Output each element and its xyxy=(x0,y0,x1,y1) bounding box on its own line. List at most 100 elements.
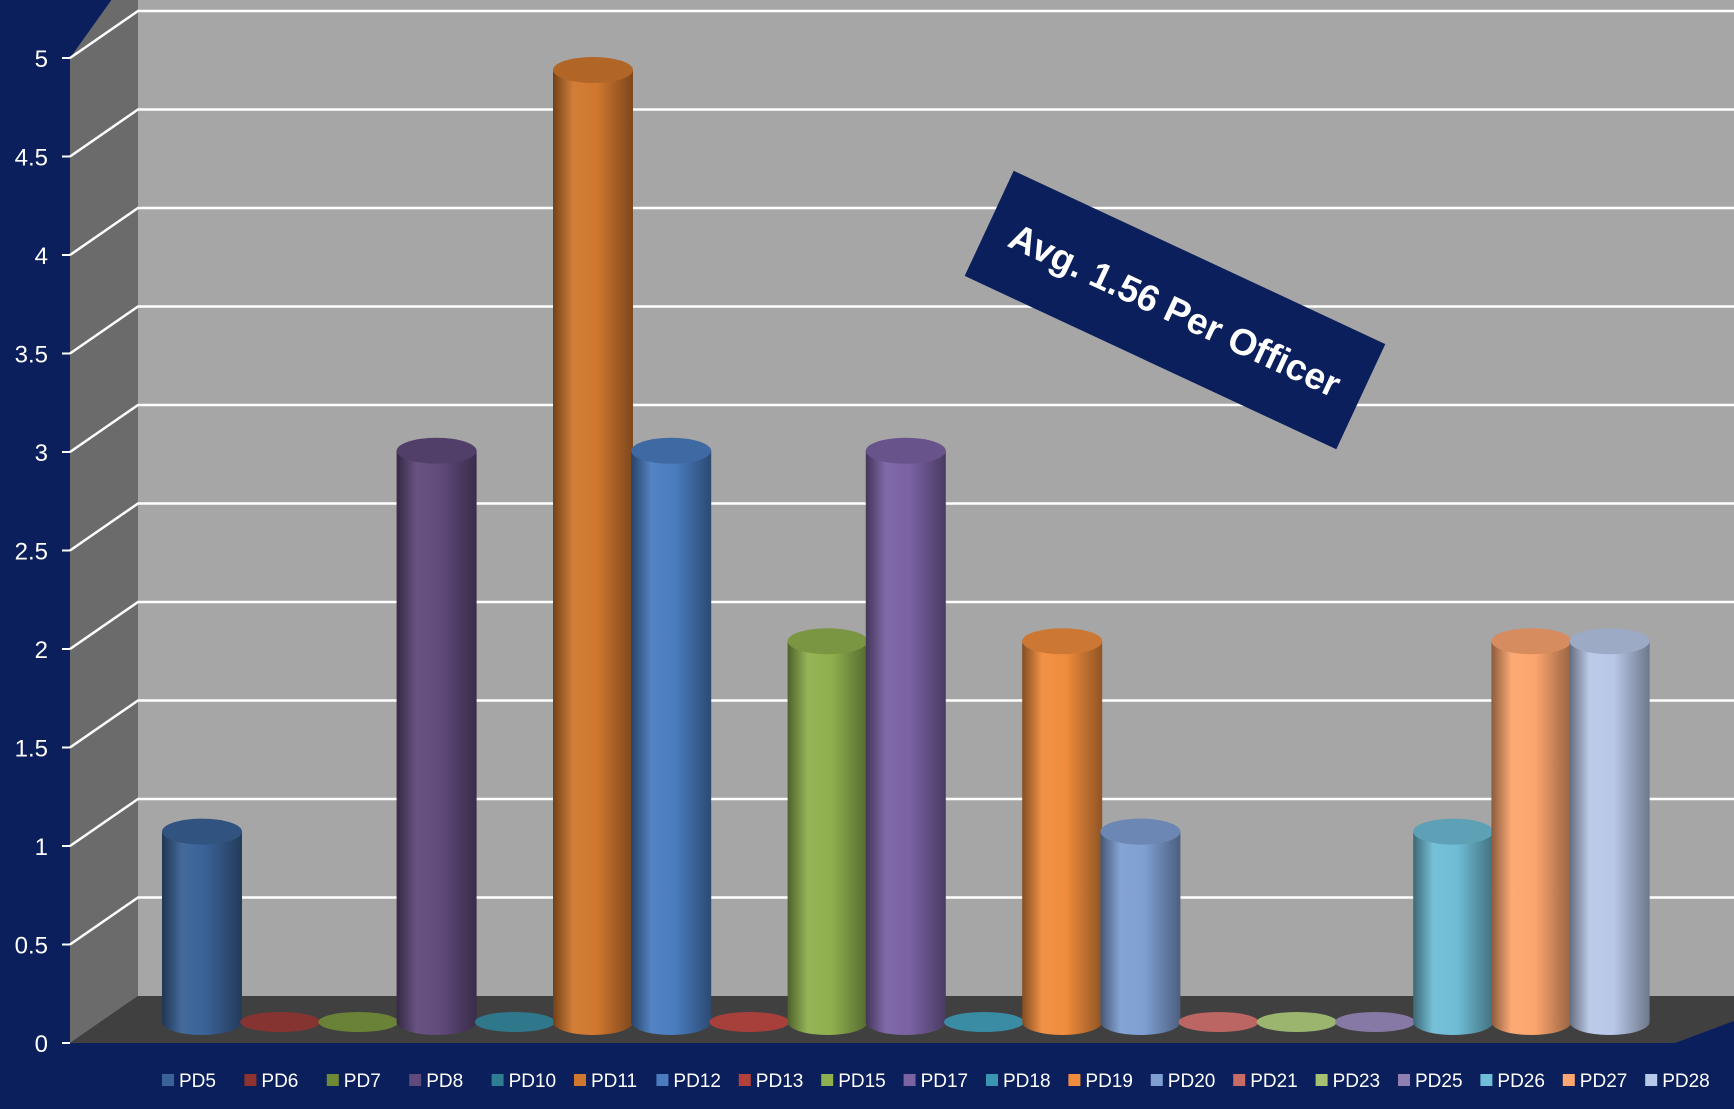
bar-pd20 xyxy=(1100,818,1181,1035)
bar-zero-disc xyxy=(1178,1012,1259,1032)
bar-top xyxy=(1022,628,1103,655)
legend-swatch xyxy=(491,1074,504,1086)
bar-zero-disc xyxy=(1256,1012,1337,1032)
legend-item-pd18: PD18 xyxy=(986,1071,1051,1092)
bar-pd27 xyxy=(1491,628,1572,1035)
gridlines xyxy=(69,9,1734,946)
bar-pd10 xyxy=(474,1012,555,1032)
bar-body xyxy=(1100,831,1181,1035)
legend-swatch xyxy=(1562,1074,1575,1086)
bar-body xyxy=(1413,831,1494,1035)
legend-label: PD11 xyxy=(591,1071,637,1092)
gridline xyxy=(69,896,1734,946)
legend-swatch xyxy=(738,1074,751,1086)
y-tick-label: 0 xyxy=(35,1031,48,1058)
bar-pd6 xyxy=(240,1012,321,1032)
gridline xyxy=(69,797,1734,848)
legend-label: PD15 xyxy=(838,1071,886,1092)
bar-pd12 xyxy=(631,437,712,1035)
bar-zero-disc xyxy=(240,1012,321,1032)
bar-body xyxy=(162,831,242,1035)
legend-label: PD6 xyxy=(261,1071,298,1092)
y-tick-label: 1 xyxy=(35,834,48,861)
bars xyxy=(162,57,1650,1035)
y-tick-label: 4 xyxy=(35,243,48,270)
legend-item-pd28: PD28 xyxy=(1645,1071,1710,1092)
legend-swatch xyxy=(1150,1074,1163,1086)
gridline xyxy=(69,600,1734,651)
bar-zero-disc xyxy=(944,1012,1024,1032)
bar-top xyxy=(1569,628,1650,655)
legend-swatch xyxy=(326,1074,339,1086)
bar-pd21 xyxy=(1178,1012,1259,1032)
bar-pd15 xyxy=(787,628,868,1035)
bar-body xyxy=(396,450,477,1035)
legend-label: PD21 xyxy=(1250,1071,1298,1092)
bar-pd18 xyxy=(944,1012,1024,1032)
bar-pd5 xyxy=(162,818,242,1035)
bar-zero-disc xyxy=(474,1012,555,1032)
legend-swatch xyxy=(656,1074,669,1086)
bar-pd25 xyxy=(1335,1012,1415,1032)
legend-item-pd11: PD11 xyxy=(574,1071,637,1092)
bar-top xyxy=(396,437,477,464)
legend-item-pd6: PD6 xyxy=(244,1071,298,1092)
legend-label: PD13 xyxy=(756,1071,804,1092)
annotation-box xyxy=(964,170,1386,450)
bar-body xyxy=(553,70,633,1035)
bar-top xyxy=(162,818,242,845)
legend-swatch xyxy=(1398,1074,1410,1086)
bar-pd28 xyxy=(1569,628,1650,1035)
y-tick-label: 1.5 xyxy=(15,736,48,763)
bar-pd26 xyxy=(1413,818,1494,1035)
legend-label: PD12 xyxy=(673,1071,721,1092)
legend-item-pd25: PD25 xyxy=(1398,1071,1463,1092)
legend-item-pd15: PD15 xyxy=(821,1071,886,1092)
legend-label: PD20 xyxy=(1168,1071,1216,1092)
legend-item-pd5: PD5 xyxy=(162,1071,216,1092)
legend-item-pd20: PD20 xyxy=(1150,1071,1216,1092)
bar-pd19 xyxy=(1022,628,1103,1035)
legend-label: PD23 xyxy=(1333,1071,1381,1092)
legend-swatch xyxy=(1480,1074,1493,1086)
legend-label: PD25 xyxy=(1415,1071,1463,1092)
legend-swatch xyxy=(574,1074,586,1086)
bar-body xyxy=(865,450,946,1035)
legend-item-pd27: PD27 xyxy=(1562,1071,1628,1092)
gridline xyxy=(69,9,1734,60)
bar-zero-disc xyxy=(709,1012,790,1032)
legend-label: PD18 xyxy=(1003,1071,1051,1092)
legend-swatch xyxy=(903,1074,916,1086)
legend-label: PD27 xyxy=(1580,1071,1628,1092)
legend-label: PD17 xyxy=(921,1071,969,1092)
legend-label: PD19 xyxy=(1085,1071,1133,1092)
bar-top xyxy=(1413,818,1494,845)
legend-swatch xyxy=(821,1074,834,1086)
legend-label: PD8 xyxy=(426,1071,463,1092)
side-wall xyxy=(70,0,138,1043)
bar-pd11 xyxy=(553,57,633,1035)
gridline xyxy=(69,502,1734,552)
legend-swatch xyxy=(244,1074,257,1086)
y-tick-label: 2 xyxy=(35,637,48,664)
legend-item-pd10: PD10 xyxy=(491,1071,556,1092)
bar-top xyxy=(865,437,946,464)
legend-label: PD28 xyxy=(1662,1071,1710,1092)
bar-pd23 xyxy=(1256,1012,1337,1032)
bar-zero-disc xyxy=(318,1012,399,1032)
legend-item-pd19: PD19 xyxy=(1068,1071,1133,1092)
y-tick-label: 0.5 xyxy=(15,933,48,960)
gridline xyxy=(69,108,1734,158)
bar-top xyxy=(1100,818,1181,845)
bar-body xyxy=(1022,641,1103,1035)
gridline xyxy=(69,699,1734,749)
bar-pd17 xyxy=(865,437,946,1035)
legend: PD5 PD6 PD7 PD8 PD10 PD11 PD12 PD13 PD15 PD17 PD18… xyxy=(162,1071,1710,1092)
bar-top xyxy=(553,57,633,83)
legend-swatch xyxy=(986,1074,998,1086)
legend-item-pd21: PD21 xyxy=(1233,1071,1298,1092)
bar-top xyxy=(631,437,712,464)
legend-swatch xyxy=(162,1074,174,1086)
legend-item-pd7: PD7 xyxy=(326,1071,381,1092)
